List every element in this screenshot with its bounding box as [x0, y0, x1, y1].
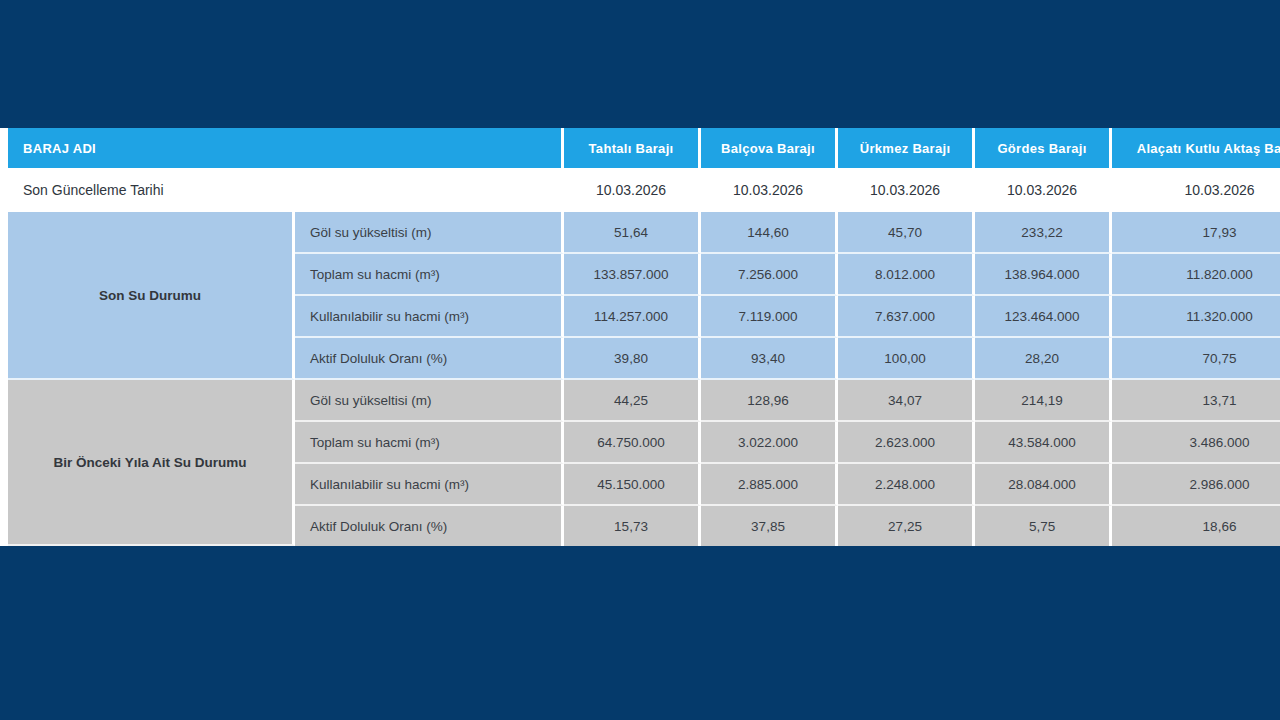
data-cell: 7.119.000	[701, 296, 838, 338]
data-cell: 51,64	[564, 212, 701, 254]
data-cell: 2.248.000	[838, 464, 975, 506]
data-cell: 28.084.000	[975, 464, 1112, 506]
row-label: Göl su yükseltisi (m)	[295, 212, 564, 254]
page-background: BARAJ ADI Tahtalı Barajı Balçova Barajı …	[0, 0, 1280, 720]
row-label: Kullanılabilir su hacmi (m³)	[295, 296, 564, 338]
data-cell: 2.986.000	[1112, 464, 1280, 506]
update-date-cell: 10.03.2026	[1112, 170, 1280, 212]
data-cell: 44,25	[564, 380, 701, 422]
data-cell: 128,96	[701, 380, 838, 422]
table-row: Bir Önceki Yıla Ait Su Durumu Göl su yük…	[8, 380, 1280, 422]
data-cell: 17,93	[1112, 212, 1280, 254]
column-header-baraj-adi: BARAJ ADI	[8, 128, 564, 170]
data-cell: 45.150.000	[564, 464, 701, 506]
data-cell: 11.320.000	[1112, 296, 1280, 338]
data-cell: 13,71	[1112, 380, 1280, 422]
data-cell: 138.964.000	[975, 254, 1112, 296]
column-header-gordes-baraji: Gördes Barajı	[975, 128, 1112, 170]
update-date-cell: 10.03.2026	[701, 170, 838, 212]
column-header-balcova-baraji: Balçova Barajı	[701, 128, 838, 170]
dam-table-viewport: BARAJ ADI Tahtalı Barajı Balçova Barajı …	[0, 128, 1280, 546]
data-cell: 18,66	[1112, 506, 1280, 546]
data-cell: 45,70	[838, 212, 975, 254]
data-cell: 144,60	[701, 212, 838, 254]
data-cell: 7.637.000	[838, 296, 975, 338]
update-date-cell: 10.03.2026	[838, 170, 975, 212]
section-label-son-su-durumu: Son Su Durumu	[8, 212, 295, 380]
data-cell: 2.623.000	[838, 422, 975, 464]
data-cell: 27,25	[838, 506, 975, 546]
data-cell: 233,22	[975, 212, 1112, 254]
update-date-label: Son Güncelleme Tarihi	[8, 170, 564, 212]
data-cell: 39,80	[564, 338, 701, 380]
data-cell: 37,85	[701, 506, 838, 546]
data-cell: 34,07	[838, 380, 975, 422]
row-label: Göl su yükseltisi (m)	[295, 380, 564, 422]
row-label: Aktif Doluluk Oranı (%)	[295, 338, 564, 380]
data-cell: 214,19	[975, 380, 1112, 422]
dam-status-table: BARAJ ADI Tahtalı Barajı Balçova Barajı …	[8, 128, 1280, 546]
data-cell: 70,75	[1112, 338, 1280, 380]
data-cell: 93,40	[701, 338, 838, 380]
update-date-cell: 10.03.2026	[975, 170, 1112, 212]
data-cell: 8.012.000	[838, 254, 975, 296]
data-cell: 100,00	[838, 338, 975, 380]
data-cell: 28,20	[975, 338, 1112, 380]
data-cell: 11.820.000	[1112, 254, 1280, 296]
row-label: Aktif Doluluk Oranı (%)	[295, 506, 564, 546]
data-cell: 7.256.000	[701, 254, 838, 296]
data-cell: 123.464.000	[975, 296, 1112, 338]
section-label-onceki-yil-su-durumu: Bir Önceki Yıla Ait Su Durumu	[8, 380, 295, 546]
table-row: Son Su Durumu Göl su yükseltisi (m) 51,6…	[8, 212, 1280, 254]
column-header-tahtali-baraji: Tahtalı Barajı	[564, 128, 701, 170]
table-header-row: BARAJ ADI Tahtalı Barajı Balçova Barajı …	[8, 128, 1280, 170]
row-label: Kullanılabilir su hacmi (m³)	[295, 464, 564, 506]
data-cell: 64.750.000	[564, 422, 701, 464]
column-header-alacati-kutlu-aktas-baraji: Alaçatı Kutlu Aktaş Barajı	[1112, 128, 1280, 170]
update-date-cell: 10.03.2026	[564, 170, 701, 212]
data-cell: 3.486.000	[1112, 422, 1280, 464]
column-header-urkmez-baraji: Ürkmez Barajı	[838, 128, 975, 170]
data-cell: 5,75	[975, 506, 1112, 546]
data-cell: 3.022.000	[701, 422, 838, 464]
row-label: Toplam su hacmi (m³)	[295, 422, 564, 464]
data-cell: 133.857.000	[564, 254, 701, 296]
data-cell: 2.885.000	[701, 464, 838, 506]
row-label: Toplam su hacmi (m³)	[295, 254, 564, 296]
data-cell: 15,73	[564, 506, 701, 546]
data-cell: 43.584.000	[975, 422, 1112, 464]
data-cell: 114.257.000	[564, 296, 701, 338]
update-date-row: Son Güncelleme Tarihi 10.03.2026 10.03.2…	[8, 170, 1280, 212]
